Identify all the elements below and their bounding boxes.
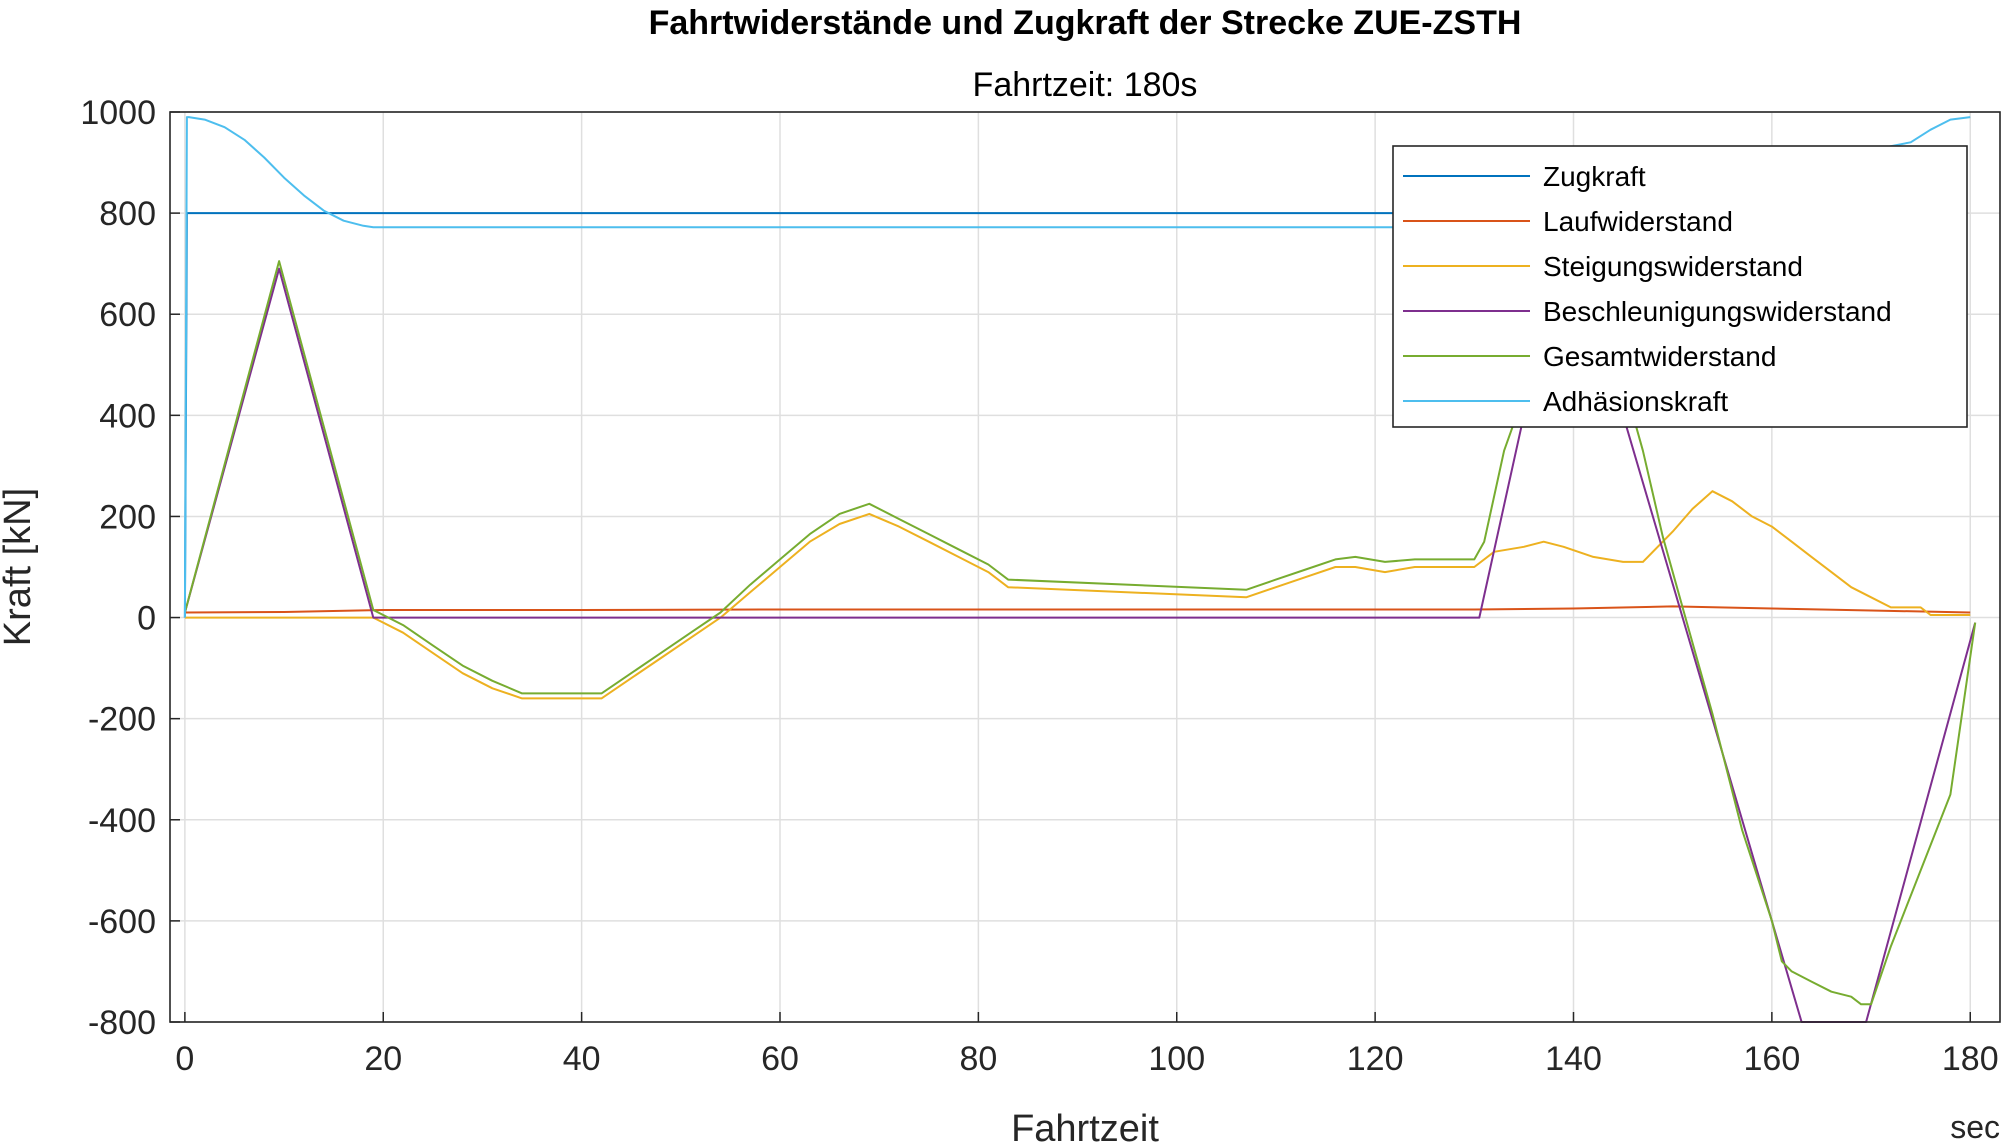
y-tick-label: 200 (99, 498, 156, 536)
y-tick-label: 800 (99, 195, 156, 233)
series-line-2 (184, 490, 1971, 700)
y-tick-label: 600 (99, 296, 156, 334)
series-line-5 (183, 116, 1971, 618)
tick-labels: 0 20 40 60 80 100 120 140 160 180 1000 800 600 400 200… (80, 94, 1998, 1078)
x-axis-label: Fahrtzeit (1011, 1108, 1159, 1146)
x-axis-unit: sec (1950, 1109, 2000, 1145)
legend-box (1392, 145, 1968, 428)
y-tick-label: 400 (99, 397, 156, 435)
y-tick-label: -800 (88, 1004, 156, 1042)
y-tick-label: 0 (137, 600, 156, 638)
x-tick-label: 160 (1744, 1040, 1801, 1078)
legend-label-5: Adhäsionskraft (1543, 386, 1728, 417)
y-tick-label: -200 (88, 701, 156, 739)
x-tick-label: 120 (1347, 1040, 1404, 1078)
x-tick-label: 100 (1148, 1040, 1205, 1078)
series-line-4 (183, 260, 1977, 1006)
legend-label-2: Steigungswiderstand (1543, 251, 1803, 282)
series-line-1 (184, 605, 1971, 614)
y-tick-label: -600 (88, 903, 156, 941)
x-tick-label: 60 (761, 1040, 799, 1078)
legend-label-1: Laufwiderstand (1543, 206, 1733, 237)
x-tick-label: 80 (959, 1040, 997, 1078)
x-tick-label: 20 (364, 1040, 402, 1078)
plot-border (169, 111, 2001, 1023)
legend-items: Zugkraft Laufwiderstand Steigungswiderstan… (1403, 161, 1892, 417)
x-tick-label: 0 (175, 1040, 194, 1078)
y-axis-label: Kraft [kN] (0, 488, 39, 646)
x-tick-label: 40 (563, 1040, 601, 1078)
legend-label-3: Beschleunigungswiderstand (1543, 296, 1892, 327)
y-tick-label: 1000 (80, 94, 156, 132)
x-tick-label: 180 (1942, 1040, 1999, 1078)
legend-label-4: Gesamtwiderstand (1543, 341, 1776, 372)
legend-label-0: Zugkraft (1543, 161, 1646, 192)
x-tick-label: 140 (1545, 1040, 1602, 1078)
chart-subtitle: Fahrtzeit: 180s (973, 66, 1198, 104)
y-tick-label: -400 (88, 802, 156, 840)
legend: Zugkraft Laufwiderstand Steigungswiderstan… (1392, 145, 1968, 428)
chart-title: Fahrtwiderstände und Zugkraft der Streck… (649, 4, 1522, 42)
